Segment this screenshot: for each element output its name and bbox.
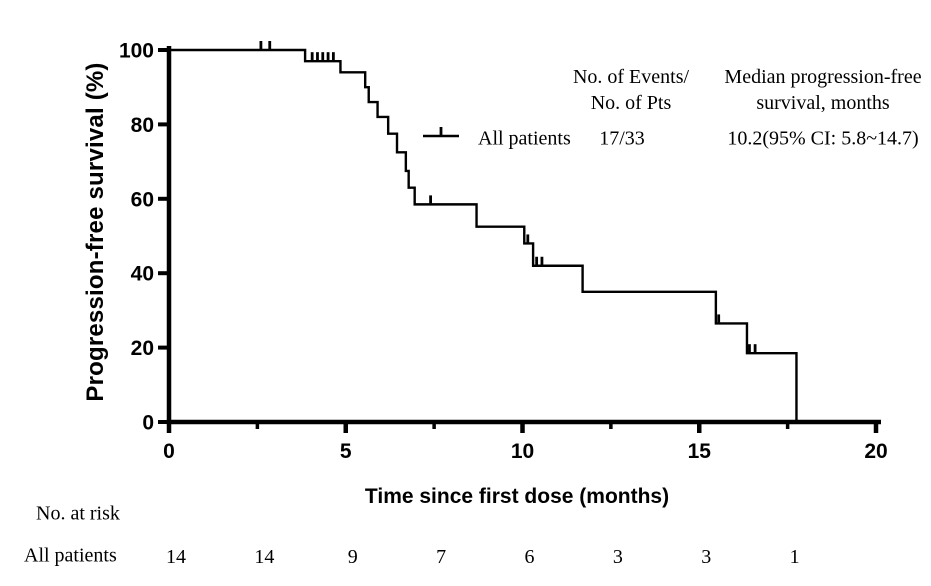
legend-header-events-line1: No. of Events/ xyxy=(572,66,690,88)
y-tick-label: 80 xyxy=(131,114,154,137)
y-tick-label: 60 xyxy=(131,188,154,211)
x-axis-title: Time since first dose (months) xyxy=(364,485,670,508)
x-tick-label: 0 xyxy=(163,440,175,463)
legend-header-events-line2: No. of Pts xyxy=(590,92,672,114)
at-risk-value: 7 xyxy=(436,546,446,568)
y-ticks: 0 20 40 60 80 100 xyxy=(119,40,169,435)
legend-header-events: No. of Events/ No. of Pts xyxy=(573,64,689,116)
at-risk-title: No. at risk xyxy=(36,502,120,525)
legend-series-label: All patients xyxy=(478,127,571,150)
at-risk-value: 3 xyxy=(613,546,623,568)
at-risk-row-label: All patients xyxy=(24,544,117,567)
legend-marker-icon xyxy=(423,127,459,138)
y-axis-title: Progression-free survival (%) xyxy=(82,62,109,402)
y-tick-label: 40 xyxy=(131,263,154,286)
at-risk-value: 14 xyxy=(166,546,186,568)
censor-ticks xyxy=(259,41,757,353)
x-tick-label: 10 xyxy=(511,440,534,463)
y-tick-label: 20 xyxy=(131,337,154,360)
km-curve xyxy=(169,48,798,422)
y-tick-label: 100 xyxy=(119,40,154,63)
at-risk-value: 9 xyxy=(348,546,358,568)
at-risk-value: 6 xyxy=(525,546,535,568)
at-risk-values: 14 14 9 7 6 3 3 1 xyxy=(166,546,800,568)
at-risk-value: 1 xyxy=(790,546,800,568)
legend-header-median-line2: survival, months xyxy=(756,92,890,114)
at-risk-value: 14 xyxy=(254,546,274,568)
x-tick-label: 15 xyxy=(688,440,712,463)
legend-header-median: Median progression-free survival, months xyxy=(724,64,921,116)
legend-median-value: 10.2(95% CI: 5.8~14.7) xyxy=(727,127,919,150)
legend-events-value: 17/33 xyxy=(599,127,645,150)
at-risk-value: 3 xyxy=(701,546,711,568)
x-tick-label: 20 xyxy=(864,440,887,463)
x-tick-label: 5 xyxy=(340,440,352,463)
x-ticks: 0 5 10 15 20 xyxy=(163,422,888,463)
legend-header-median-line1: Median progression-free xyxy=(724,66,922,88)
y-tick-label: 0 xyxy=(142,412,154,435)
